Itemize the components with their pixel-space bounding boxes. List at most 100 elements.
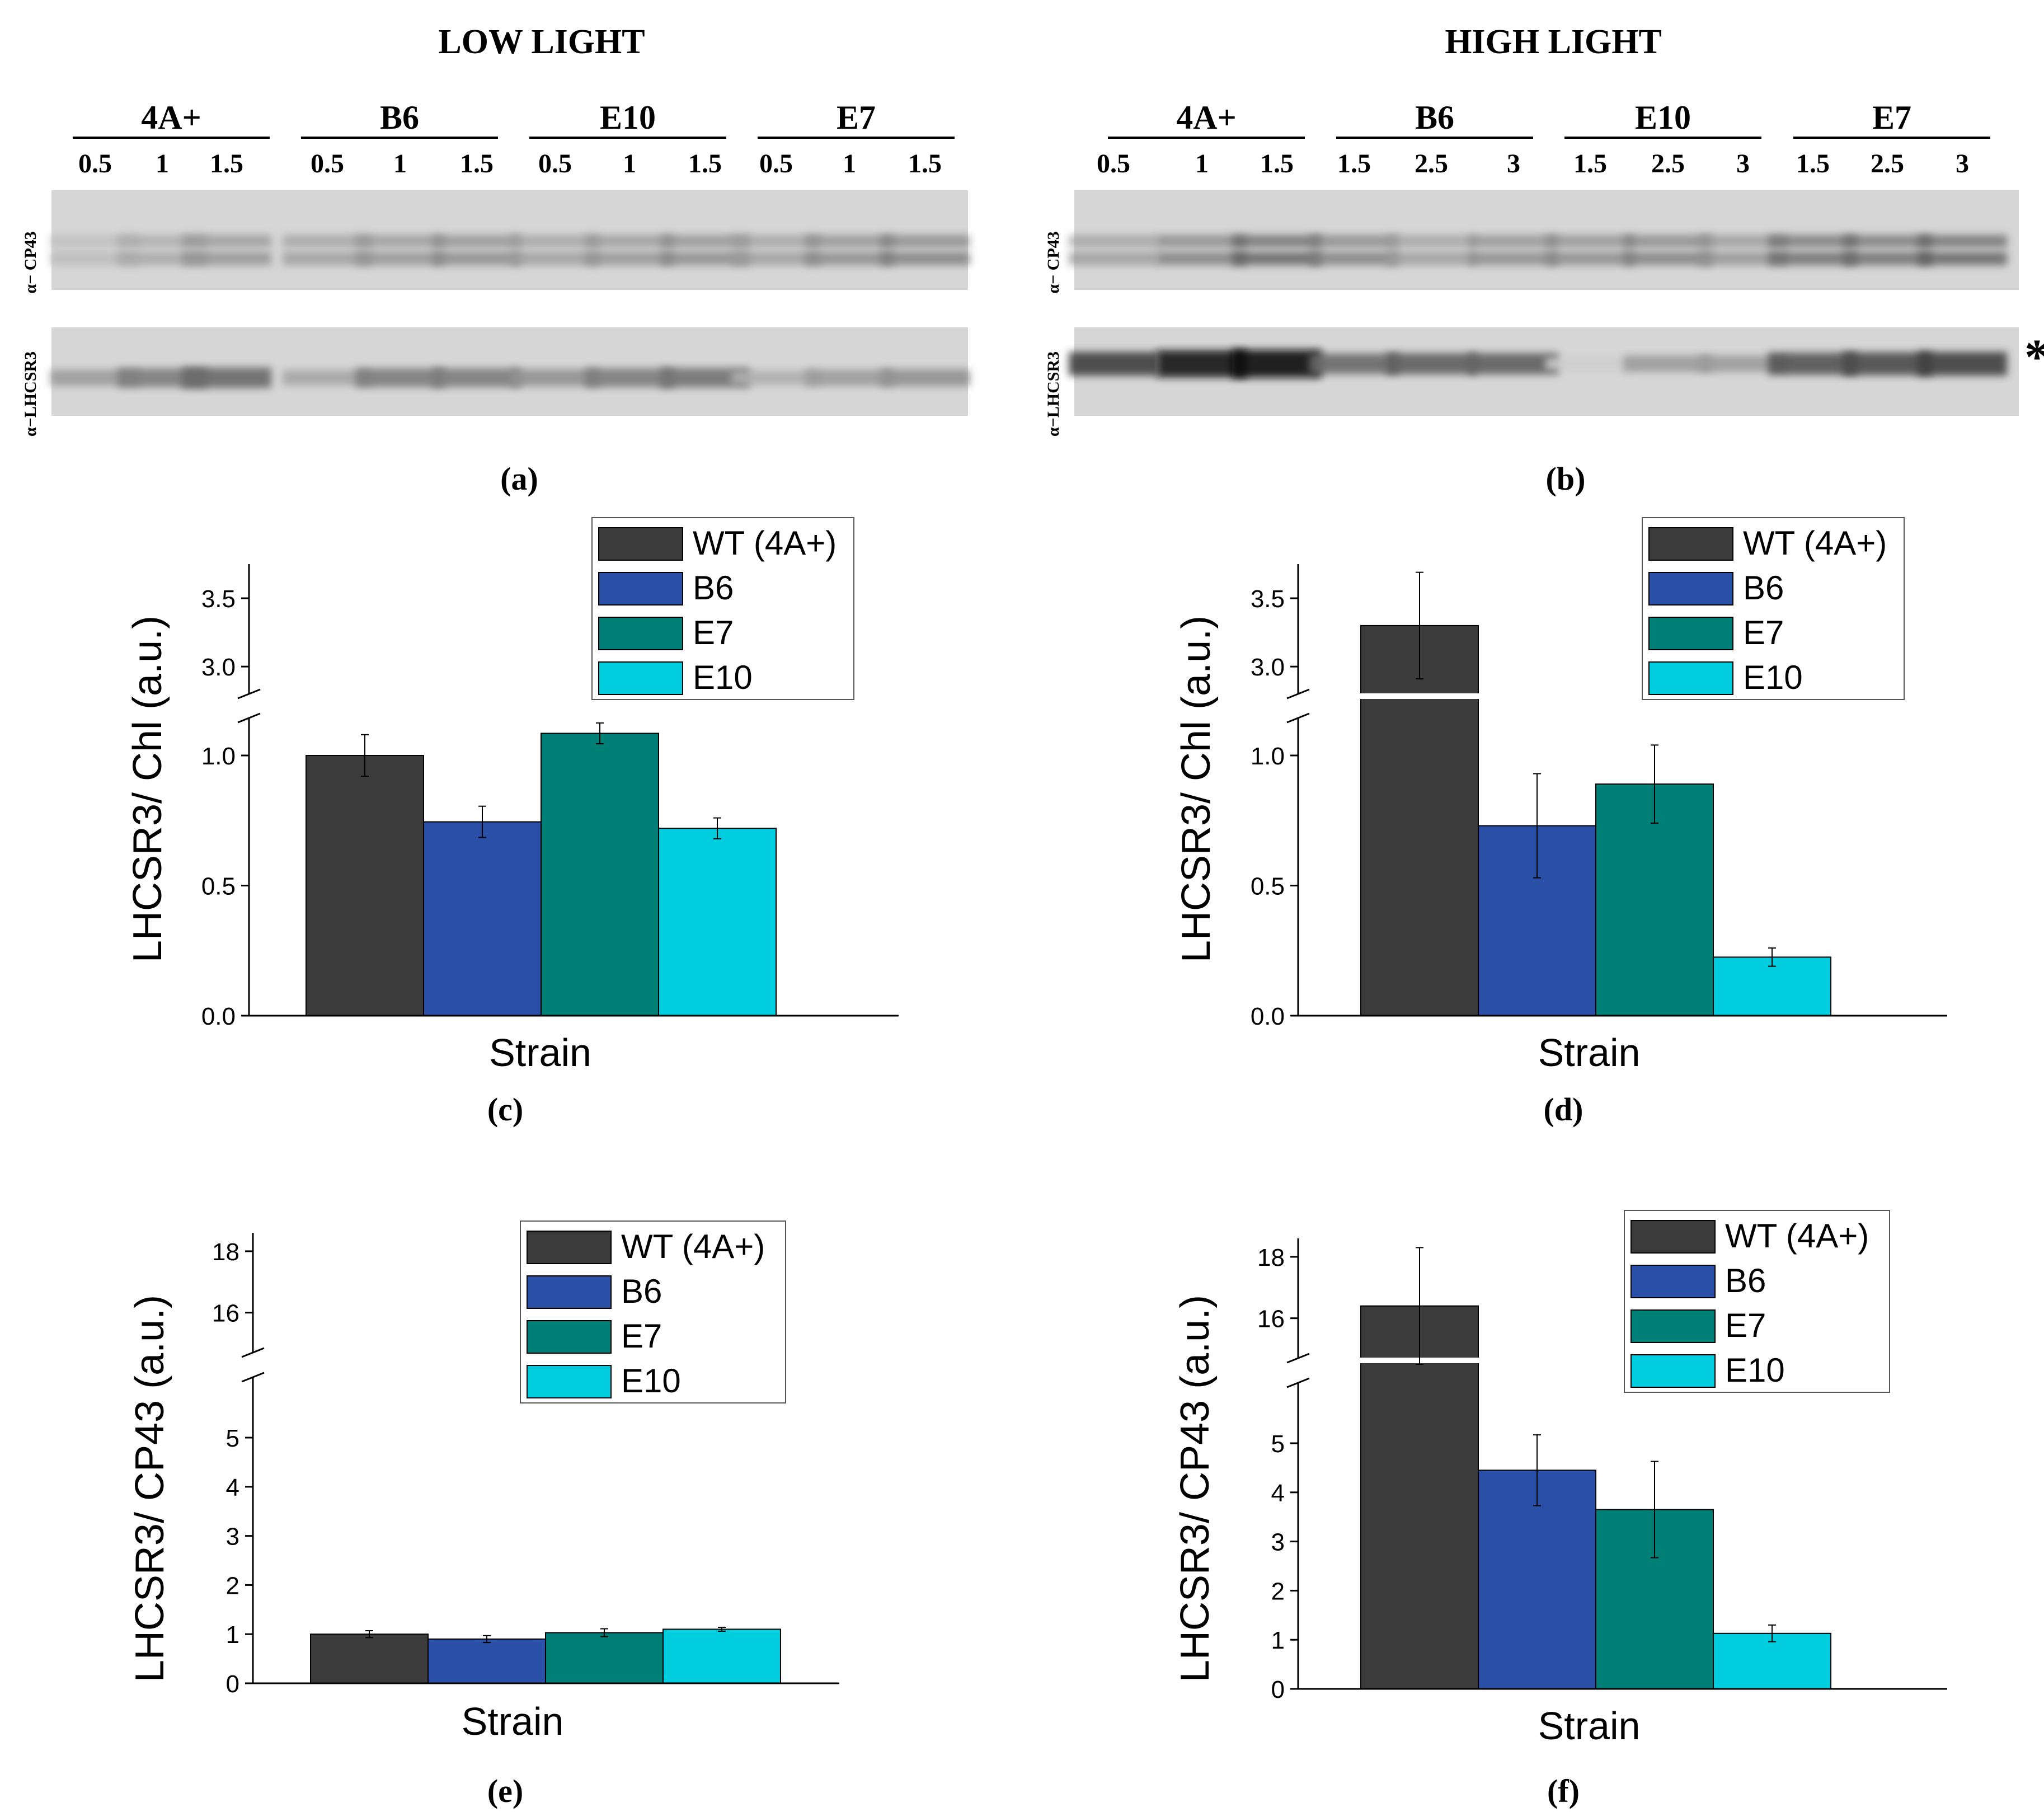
legend-swatch (1630, 1220, 1716, 1254)
blot-band (585, 368, 674, 387)
bar-1 (1360, 625, 1479, 1017)
lane-group-label: 4A+ (1176, 99, 1237, 136)
blot-band (1469, 235, 1558, 247)
blot-band (355, 368, 445, 387)
x-axis-label: Strain (462, 1700, 564, 1743)
bar-4 (1713, 956, 1831, 1016)
axis-break-mark (1286, 1353, 1310, 1364)
lane-label: 0.5 (759, 149, 793, 179)
legend-swatch (1648, 572, 1733, 605)
lane-label: 0.5 (538, 149, 572, 179)
antibody-label: α− CP43 (1044, 231, 1063, 293)
lane-group-label: E10 (600, 99, 656, 136)
legend-label: B6 (1725, 1262, 1766, 1299)
axis-break-mark (237, 712, 261, 724)
legend-label: WT (4A+) (1743, 524, 1887, 562)
y-axis-label: LHCSR3/ CP43 (a.u.) (128, 1295, 172, 1682)
blot-band (283, 235, 372, 247)
blot-band (1545, 252, 1635, 265)
blot-band (1232, 235, 1322, 247)
y-tick-label: 5 (226, 1425, 239, 1452)
axis-break-mark (1286, 712, 1310, 724)
y-tick-label: 0.0 (201, 1003, 236, 1030)
blot-band (1069, 235, 1158, 247)
blot-band (1387, 353, 1476, 374)
panel-label: (b) (1546, 461, 1586, 497)
y-tick-label: 18 (212, 1238, 239, 1266)
legend-label: E10 (621, 1362, 681, 1400)
lane-group-label: E10 (1635, 99, 1691, 136)
blot-band (1232, 252, 1322, 265)
y-tick-label: 2 (226, 1572, 239, 1599)
y-axis-label: LHCSR3/ Chl (a.u.) (1174, 616, 1219, 963)
legend-label: E10 (1725, 1351, 1785, 1389)
blot-band (731, 235, 821, 247)
axis-break-mark (1286, 688, 1310, 700)
y-tick-label: 0.0 (1251, 1003, 1285, 1030)
x-axis-label: Strain (1538, 1704, 1641, 1748)
axis-break-mark (1286, 1377, 1310, 1388)
y-tick-label: 0.5 (201, 873, 236, 900)
blot-band (805, 235, 894, 247)
blot-band (805, 369, 894, 386)
legend-swatch (527, 1275, 612, 1309)
blot-band (1157, 252, 1247, 265)
legend-label: E7 (1743, 614, 1784, 651)
lane-label: 1 (843, 149, 856, 179)
legend-swatch (598, 661, 683, 695)
y-tick-label: 3 (226, 1523, 239, 1551)
blot-band (880, 235, 970, 247)
bar-break-gap (1360, 693, 1479, 699)
blot-band (880, 252, 970, 265)
axis-break-mark (241, 1372, 265, 1383)
antibody-label: α− CP43 (21, 231, 40, 293)
blot-band (1843, 352, 1932, 375)
panel-label: (c) (487, 1091, 523, 1128)
y-tick-label: 16 (212, 1300, 239, 1327)
lane-group-label: B6 (380, 99, 419, 136)
antibody-label: α−LHCSR3 (21, 351, 40, 436)
lane-label: 2.5 (1415, 149, 1448, 179)
lane-label: 3 (1736, 149, 1750, 179)
y-tick-label: 1 (1271, 1627, 1285, 1654)
chart-panel-d: 0.0 0.5 1.0 3.0 3.5 LHCSR3/ Chl (a.u.) Strain (… (1174, 517, 1947, 1128)
y-tick-label: 3.0 (201, 654, 236, 681)
axis-break-mark (237, 688, 261, 700)
bar-1 (306, 755, 424, 1016)
legend-swatch (1648, 617, 1733, 650)
y-tick-label: 1 (226, 1621, 239, 1649)
blot-band (1623, 355, 1713, 372)
blot-band (585, 235, 674, 247)
blot-band (182, 252, 271, 265)
y-tick-label: 1.0 (1251, 743, 1285, 770)
legend-swatch (1630, 1265, 1716, 1298)
y-tick-label: 16 (1257, 1306, 1285, 1333)
y-tick-label: 4 (1271, 1480, 1285, 1507)
legend-swatch (598, 617, 683, 650)
blot-band (1309, 235, 1399, 247)
y-tick-label: 4 (226, 1474, 239, 1501)
legend-swatch (1648, 527, 1733, 561)
blot-title: LOW LIGHT (438, 23, 645, 61)
lane-label: 0.5 (311, 149, 344, 179)
lane-group-label: E7 (1872, 99, 1911, 136)
lane-label: 0.5 (1097, 149, 1130, 179)
y-axis-label: LHCSR3/ CP43 (a.u.) (1173, 1295, 1218, 1682)
antibody-label: α−LHCSR3 (1044, 351, 1063, 436)
y-tick-label: 1.0 (201, 743, 236, 770)
bar-4 (662, 1628, 781, 1684)
blot-band (1545, 358, 1635, 370)
bar-3 (545, 1632, 664, 1684)
blot-band (1469, 353, 1558, 374)
blot-band (1918, 235, 2007, 247)
legend-swatch (1630, 1309, 1716, 1343)
blot-band (432, 252, 521, 265)
legend-label: E7 (621, 1317, 662, 1355)
legend-label: E10 (693, 659, 753, 696)
chart-panel-c: 0.0 0.5 1.0 3.0 3.5 LHCSR3/ Chl (a.u.) Strain (… (125, 517, 899, 1128)
blot-band (585, 252, 674, 265)
y-axis-label: LHCSR3/ Chl (a.u.) (125, 616, 170, 963)
blot-band (1387, 252, 1476, 265)
blot-panel-a: LOW LIGHT 4A+ 0.5 1 1.5 B6 0.5 1 1.5 E10 0.5 1 1.5 E7… (21, 23, 970, 497)
lane-label: 1.5 (210, 149, 243, 179)
